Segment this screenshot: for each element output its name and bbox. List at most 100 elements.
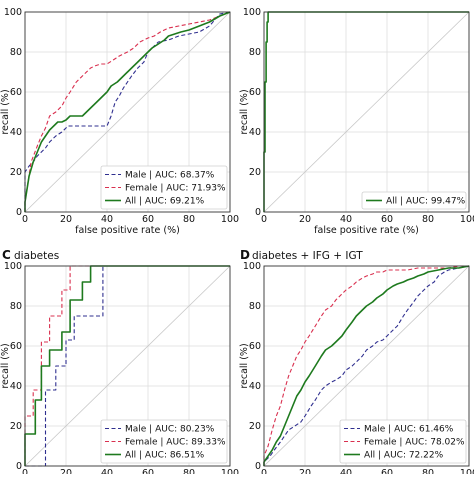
legend-entry: All | AUC: 72.22% bbox=[364, 451, 444, 461]
roc-curve-male bbox=[24, 11, 231, 212]
roc-curve-female bbox=[24, 265, 230, 466]
x-tick-label: 20 bbox=[299, 468, 311, 474]
y-tick-label: 80 bbox=[10, 301, 22, 312]
y-tick-label: 60 bbox=[10, 341, 22, 352]
y-tick-label: 60 bbox=[10, 87, 22, 98]
x-tick-label: 40 bbox=[340, 468, 352, 474]
x-tick-label: 0 bbox=[261, 468, 267, 474]
y-tick-label: 0 bbox=[16, 461, 22, 472]
legend-entry: Female | AUC: 71.93% bbox=[125, 184, 226, 194]
chance-diagonal bbox=[263, 11, 470, 213]
x-tick-label: 100 bbox=[221, 214, 239, 225]
x-tick-label: 40 bbox=[101, 214, 113, 225]
x-tick-label: 20 bbox=[60, 214, 72, 225]
plot-frame bbox=[24, 11, 231, 213]
legend-entry: All | AUC: 99.47% bbox=[386, 197, 466, 207]
x-tick-label: 0 bbox=[22, 214, 28, 225]
legend-entry: All | AUC: 86.51% bbox=[125, 451, 205, 461]
legend-box bbox=[339, 419, 467, 464]
legend-entry: Male | AUC: 61.46% bbox=[364, 425, 454, 435]
y-axis-label: recall (%) bbox=[239, 89, 250, 134]
x-tick-label: 40 bbox=[101, 468, 113, 474]
y-tick-label: 60 bbox=[249, 341, 261, 352]
legend-entry: Female | AUC: 78.02% bbox=[364, 438, 465, 448]
roc-curve-all bbox=[24, 265, 230, 466]
y-tick-label: 20 bbox=[10, 167, 22, 178]
legend: Male | AUC: 61.46% Female | AUC: 78.02% Al… bbox=[339, 419, 467, 464]
roc-curve-male bbox=[25, 265, 230, 467]
panel-b: 0 20 40 60 80 100 0 20 40 60 80 100 false positive r… bbox=[239, 7, 474, 236]
y-tick-label: 100 bbox=[243, 7, 261, 18]
x-tick-label: 100 bbox=[460, 214, 474, 225]
x-tick-label: 40 bbox=[340, 214, 352, 225]
chance-diagonal bbox=[24, 265, 231, 467]
y-tick-label: 100 bbox=[4, 261, 22, 272]
legend: Male | AUC: 68.37% Female | AUC: 71.93% Al… bbox=[100, 165, 228, 210]
roc-curve-female bbox=[263, 265, 469, 466]
y-axis-label: recall (%) bbox=[0, 343, 11, 388]
x-tick-label: 20 bbox=[60, 468, 72, 474]
roc-curve-male bbox=[263, 265, 470, 466]
roc-curve-all bbox=[263, 265, 470, 466]
plot-frame bbox=[263, 11, 470, 213]
y-tick-label: 20 bbox=[249, 421, 261, 432]
x-axis-label: false positive rate (%) bbox=[314, 225, 419, 236]
panel-a: 0 20 40 60 80 100 0 20 40 60 80 100 false positive r… bbox=[0, 7, 239, 236]
y-tick-label: 40 bbox=[10, 127, 22, 138]
panel-title: diabetes bbox=[14, 250, 59, 262]
y-tick-label: 40 bbox=[249, 381, 261, 392]
legend-box bbox=[100, 165, 228, 210]
x-tick-label: 20 bbox=[299, 214, 311, 225]
y-tick-label: 100 bbox=[4, 7, 22, 18]
panel-title: diabetes + IFG + IGT bbox=[252, 250, 363, 262]
panel-letter: D bbox=[240, 248, 250, 262]
x-tick-label: 80 bbox=[183, 468, 195, 474]
y-tick-label: 60 bbox=[249, 87, 261, 98]
x-tick-label: 80 bbox=[422, 214, 434, 225]
legend-entry: Female | AUC: 89.33% bbox=[125, 438, 226, 448]
x-tick-label: 80 bbox=[183, 214, 195, 225]
x-tick-label: 100 bbox=[221, 468, 239, 474]
legend-box bbox=[361, 191, 467, 210]
legend-entry: Male | AUC: 80.23% bbox=[125, 425, 215, 435]
x-tick-label: 0 bbox=[22, 468, 28, 474]
legend-box bbox=[100, 419, 228, 464]
y-tick-label: 40 bbox=[10, 381, 22, 392]
x-tick-label: 0 bbox=[261, 214, 267, 225]
legend-entry: Male | AUC: 68.37% bbox=[125, 171, 215, 181]
legend: All | AUC: 99.47% bbox=[361, 191, 467, 210]
plot-frame bbox=[24, 265, 231, 467]
panel-letter: C bbox=[2, 248, 11, 262]
y-tick-label: 0 bbox=[255, 207, 261, 218]
x-tick-label: 80 bbox=[422, 468, 434, 474]
y-tick-label: 0 bbox=[16, 207, 22, 218]
y-tick-label: 20 bbox=[10, 421, 22, 432]
y-axis-label: recall (%) bbox=[0, 89, 11, 134]
legend: Male | AUC: 80.23% Female | AUC: 89.33% Al… bbox=[100, 419, 228, 464]
x-tick-label: 60 bbox=[381, 214, 393, 225]
x-tick-label: 100 bbox=[460, 468, 474, 474]
x-tick-label: 60 bbox=[381, 468, 393, 474]
x-axis-label: false positive rate (%) bbox=[75, 225, 180, 236]
y-tick-label: 20 bbox=[249, 167, 261, 178]
roc-curve-female bbox=[24, 11, 231, 212]
y-tick-label: 0 bbox=[255, 461, 261, 472]
plot-frame bbox=[263, 265, 470, 467]
y-tick-label: 80 bbox=[249, 301, 261, 312]
roc-curve-all bbox=[263, 11, 469, 212]
x-tick-label: 60 bbox=[142, 468, 154, 474]
chance-diagonal bbox=[263, 265, 470, 467]
y-tick-label: 40 bbox=[249, 127, 261, 138]
panel-c: 0 20 40 60 80 100 0 20 40 60 80 100 recall (%) C diabe… bbox=[0, 248, 239, 479]
chance-diagonal bbox=[24, 11, 231, 213]
y-tick-label: 80 bbox=[10, 47, 22, 58]
y-tick-label: 80 bbox=[249, 47, 261, 58]
x-tick-label: 60 bbox=[142, 214, 154, 225]
panel-d: 0 20 40 60 80 100 0 20 40 60 80 100 recall (%) Ddiabe… bbox=[239, 248, 474, 479]
roc-curve-all bbox=[24, 11, 231, 212]
y-tick-label: 100 bbox=[243, 261, 261, 272]
y-axis-label: recall (%) bbox=[239, 343, 250, 388]
legend-entry: All | AUC: 69.21% bbox=[125, 197, 205, 207]
